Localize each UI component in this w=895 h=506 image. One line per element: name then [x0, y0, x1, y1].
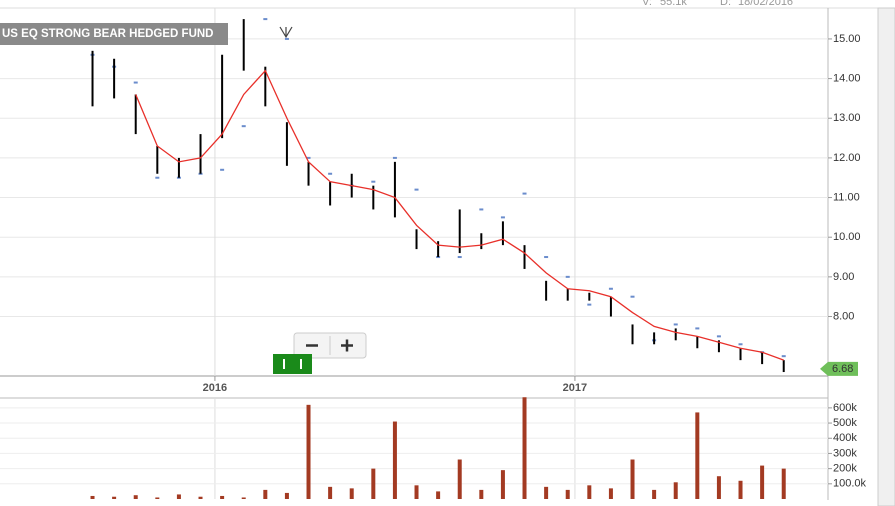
volume-bar	[652, 489, 657, 499]
sar-dot	[306, 156, 311, 159]
volume-bar	[328, 486, 333, 499]
sar-dot	[392, 156, 397, 159]
sar-dot	[673, 323, 678, 326]
sar-dot	[781, 355, 786, 358]
volume-bar	[436, 491, 441, 499]
volume-bar	[263, 489, 268, 499]
volume-tick-label: 200k	[833, 463, 857, 475]
volume-bar	[565, 489, 570, 499]
volume-bar	[673, 482, 678, 499]
volume-bar	[133, 495, 138, 499]
sar-dot	[522, 192, 527, 195]
sar-dot	[500, 216, 505, 219]
volume-bar	[479, 489, 484, 499]
sar-dot	[133, 81, 138, 84]
info-key: V:	[642, 0, 652, 8]
sar-dot	[328, 172, 333, 175]
x-tick-label: 2017	[563, 382, 587, 394]
y-tick-label: 13.00	[833, 112, 861, 124]
info-bar: V: 55.1k D: 18/02/2016	[642, 0, 793, 8]
y-tick-label: 10.00	[833, 231, 861, 243]
volume-bar	[392, 421, 397, 499]
volume-tick-label: 100.0k	[833, 478, 867, 490]
handle-box	[273, 354, 312, 374]
volume-bar	[457, 459, 462, 499]
volume-bar	[349, 488, 354, 499]
volume-bar	[630, 459, 635, 499]
volume-bar	[587, 485, 592, 499]
chart-title: US EQ STRONG BEAR HEDGED FUND	[2, 28, 214, 40]
volume-bar	[284, 492, 289, 499]
volume-bar	[371, 468, 376, 499]
sar-dot	[414, 188, 419, 191]
last-price-tag	[820, 361, 858, 376]
volume-bar	[241, 497, 246, 499]
info-key: D:	[720, 0, 731, 8]
sar-dot	[241, 125, 246, 128]
sar-dot	[544, 256, 549, 259]
volume-bar	[414, 485, 419, 499]
sar-dot	[630, 295, 635, 298]
sar-dot	[371, 180, 376, 183]
y-tick-label: 14.00	[833, 72, 861, 84]
sar-dot	[565, 275, 570, 278]
y-tick-label: 8.00	[833, 310, 854, 322]
title-bg	[0, 23, 228, 45]
x-tick-label: 2016	[203, 382, 227, 394]
volume-bar	[306, 404, 311, 499]
volume-tick-label: 400k	[833, 432, 857, 444]
volume-bar	[716, 476, 721, 499]
volume-bar	[220, 495, 225, 499]
y-tick-label: 12.00	[833, 152, 861, 164]
sar-dot	[716, 335, 721, 338]
volume-tick-label: 300k	[833, 447, 857, 459]
zoom-controls[interactable]	[293, 332, 367, 359]
volume-bar	[198, 496, 203, 499]
volume-bar	[522, 397, 527, 499]
y-tick-label: 9.00	[833, 271, 854, 283]
y-tick-label: 11.00	[833, 191, 860, 203]
sar-dot	[695, 327, 700, 330]
volume-bar	[760, 465, 765, 499]
volume-bar	[112, 496, 117, 499]
volume-bar	[544, 486, 549, 499]
y-tick-label: 15.00	[833, 33, 861, 45]
moving-average	[135, 69, 784, 361]
volume-bar	[695, 412, 700, 499]
scrollbar	[877, 7, 895, 506]
volume-bar	[176, 494, 181, 499]
last-price-label: 6.68	[832, 363, 853, 375]
volume-bar	[738, 480, 743, 499]
info-value: 55.1k	[660, 0, 687, 8]
volume-bar	[781, 468, 786, 499]
range-handle[interactable]	[273, 354, 312, 374]
sar-dot	[263, 18, 268, 21]
volume-bar	[155, 497, 160, 499]
sar-dot	[479, 208, 484, 211]
volume-tick-label: 500k	[833, 417, 857, 429]
sar-dot	[608, 287, 613, 290]
volume-bar	[90, 495, 95, 499]
sar-dot	[155, 176, 160, 179]
volume-bar	[500, 470, 505, 499]
info-value: 18/02/2016	[738, 0, 793, 8]
title-box: US EQ STRONG BEAR HEDGED FUND	[0, 23, 228, 45]
volume-tick-label: 600k	[833, 402, 857, 414]
sar-dot	[284, 37, 289, 40]
volume-bar	[608, 488, 613, 499]
sar-dot	[457, 256, 462, 259]
sar-dot	[220, 168, 225, 171]
sar-dot	[738, 343, 743, 346]
sar-dot	[587, 303, 592, 306]
down-arrow	[279, 26, 293, 39]
